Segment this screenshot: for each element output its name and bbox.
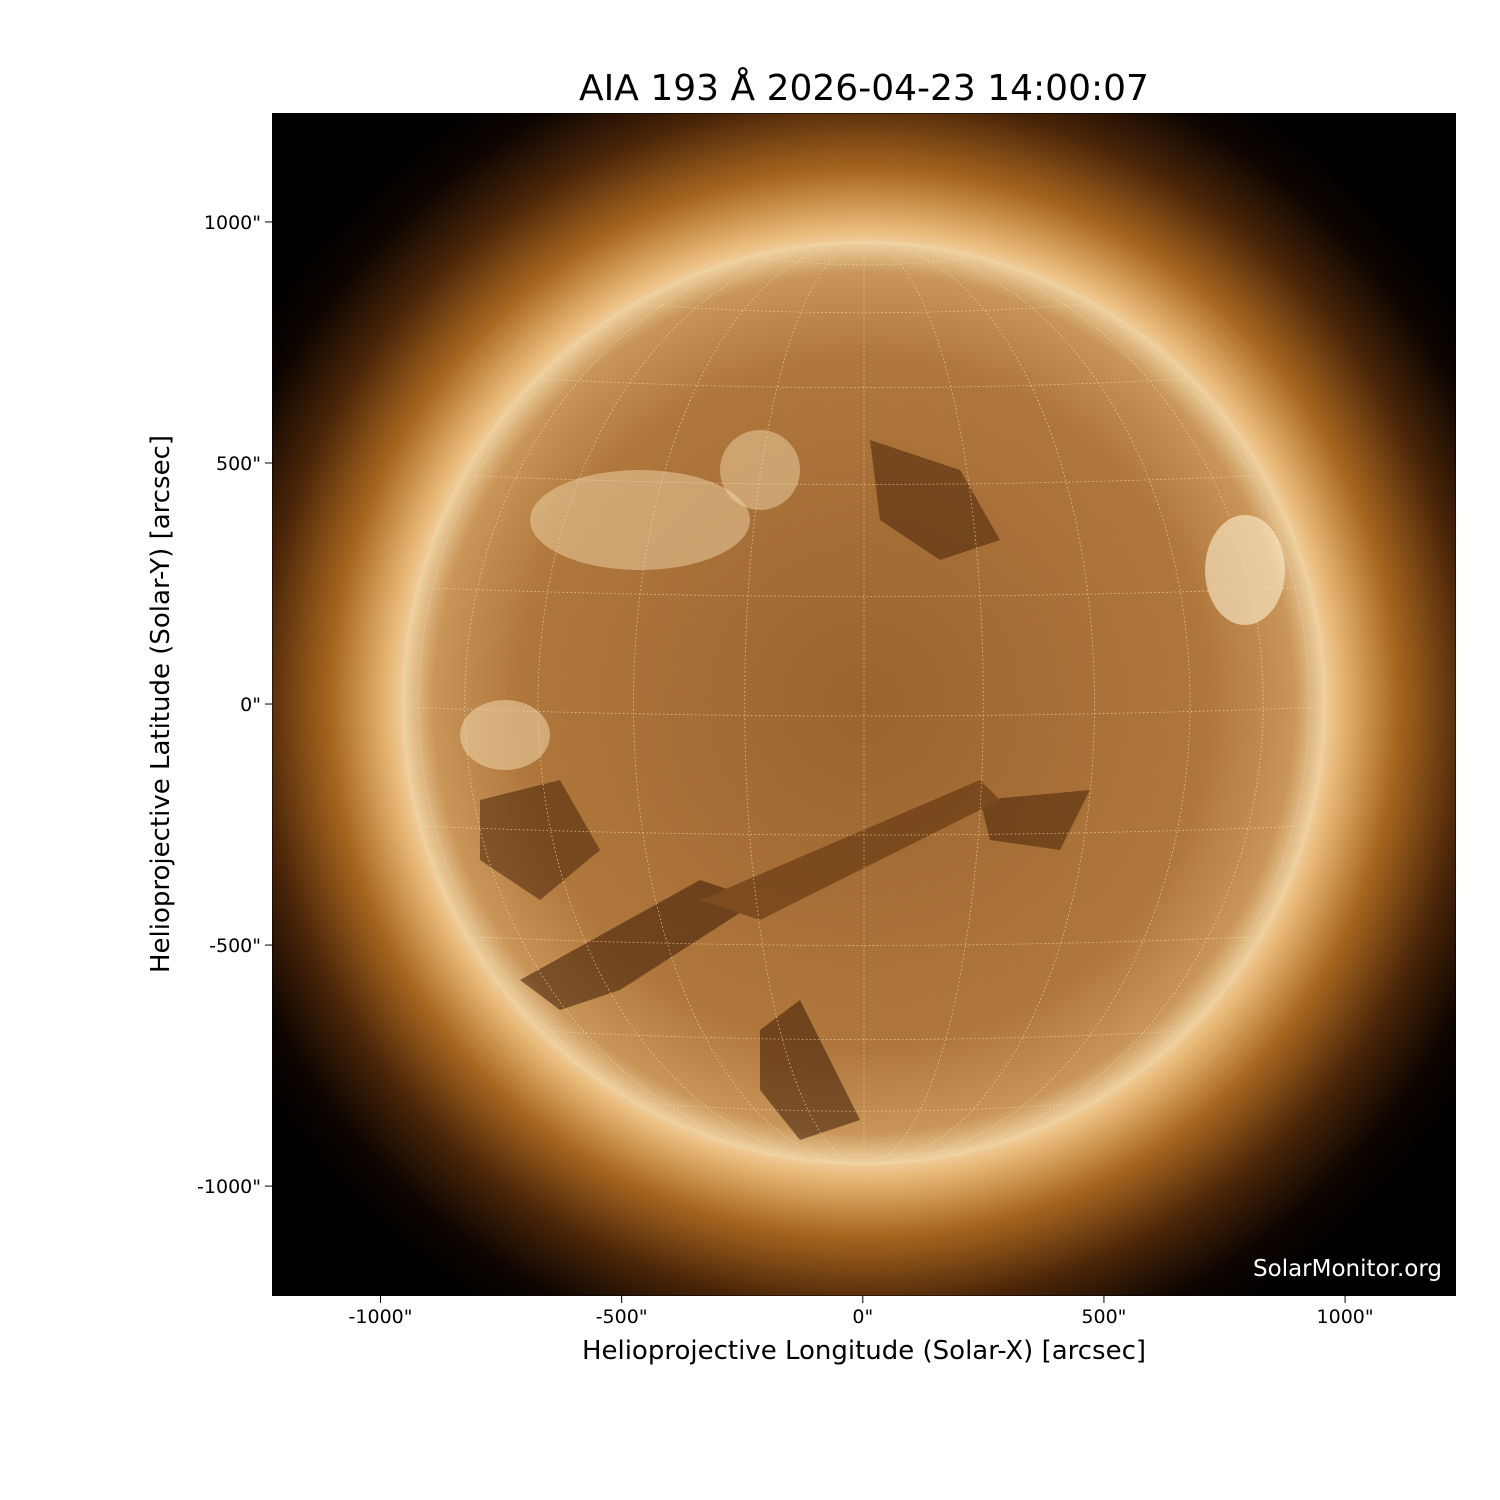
meridian-line: [537, 242, 865, 1164]
meridian-line: [633, 242, 865, 1164]
latitude-line: [418, 587, 1310, 597]
y-tick-label: 500": [216, 453, 261, 475]
watermark: SolarMonitor.org: [1253, 1256, 1442, 1282]
meridian-line: [863, 242, 1095, 1164]
y-tick-label: -1000": [197, 1176, 261, 1198]
x-tick-label: -500": [596, 1306, 648, 1328]
y-tick-label: -500": [209, 935, 261, 957]
latitude-line: [744, 1145, 984, 1156]
latitude-line: [403, 706, 1325, 717]
latitude-line: [538, 378, 1191, 389]
latitude-line: [538, 1030, 1191, 1041]
meridian-line: [863, 242, 1191, 1164]
x-tick-label: -1000": [349, 1306, 413, 1328]
meridian-line: [863, 242, 1310, 1164]
axis-ticks: -1000" -500" 0" 500" 1000" -1000" -500" 0" 500" 1…: [197, 212, 1374, 1328]
plot-title: AIA 193 Å 2026-04-23 14:00:07: [579, 68, 1149, 109]
meridian-line: [863, 242, 1264, 1164]
meridian-line: [464, 242, 865, 1164]
latitude-line: [744, 255, 984, 266]
latitude-line: [418, 825, 1310, 836]
x-tick-label: 1000": [1317, 1306, 1374, 1328]
image-area: [272, 113, 1456, 1296]
x-tick-label: 0": [852, 1306, 873, 1328]
x-axis-label: Helioprojective Longitude (Solar-X) [arc…: [581, 1336, 1147, 1366]
coronal-holes: [480, 440, 1090, 1140]
heliographic-grid: [403, 242, 1325, 1164]
y-tick-label: 1000": [204, 212, 261, 234]
meridian-line: [418, 242, 865, 1164]
y-axis-label: Helioprojective Latitude (Solar-Y) [arcs…: [146, 434, 176, 974]
meridian-line: [863, 242, 984, 1164]
active-regions: [460, 430, 1285, 770]
meridian-line: [744, 242, 865, 1164]
x-tick-label: 500": [1081, 1306, 1126, 1328]
y-tick-label: 0": [240, 694, 261, 716]
